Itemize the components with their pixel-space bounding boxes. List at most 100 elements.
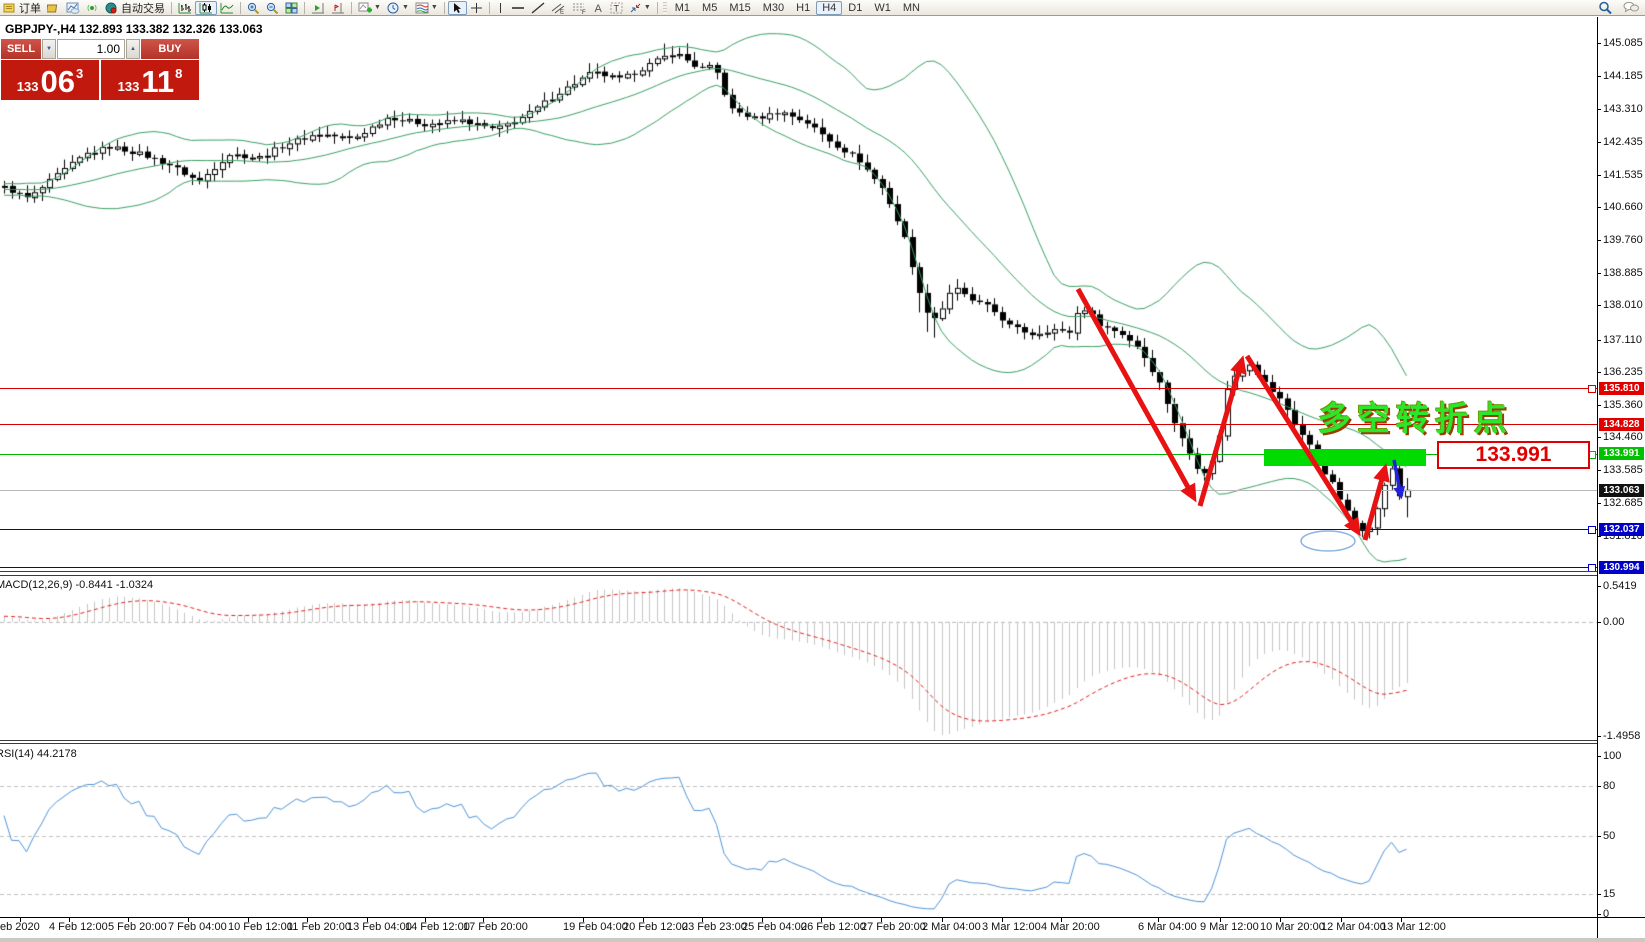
indicators-button[interactable]: ▼ <box>355 1 384 15</box>
cursor-tool-button[interactable] <box>447 0 467 15</box>
bar-chart-icon <box>178 1 192 14</box>
time-axis-label: 3 Mar 12:00 <box>982 921 1041 933</box>
volume-up-button[interactable]: ▲ <box>126 39 140 59</box>
line-anchor-square[interactable] <box>1588 385 1596 393</box>
horizontal-level-line[interactable] <box>0 529 1597 530</box>
channel-tool-icon: E <box>551 1 566 14</box>
volume-input[interactable] <box>57 39 125 59</box>
horizontal-level-line[interactable] <box>0 388 1597 389</box>
timeframe-m5-button[interactable]: M5 <box>702 1 718 14</box>
pane-separator[interactable] <box>0 575 1597 576</box>
timeframe-mn-button[interactable]: MN <box>902 1 920 14</box>
auto-trading-button[interactable]: 自动交易 <box>102 1 168 15</box>
line-chart-button[interactable] <box>217 1 237 15</box>
timeframe-h4-button[interactable]: H4 <box>816 0 843 15</box>
buy-price-prefix: 133 <box>117 79 140 94</box>
rsi-axis-label: 80 <box>1603 780 1616 792</box>
market-watch-icon <box>47 1 60 13</box>
templates-button-dropdown-icon[interactable]: ▼ <box>430 4 438 11</box>
timeframe-m30-button[interactable]: M30 <box>762 1 785 14</box>
time-axis-tick <box>1341 918 1342 922</box>
auto-scroll-button[interactable] <box>308 1 328 15</box>
macd-axis-label: 0.5419 <box>1603 580 1637 592</box>
volume-down-button[interactable]: ▼ <box>42 39 56 59</box>
toolbar-separator <box>488 1 490 14</box>
red-trend-arrow[interactable] <box>1075 287 1197 503</box>
candlestick-chart-button[interactable] <box>195 0 217 15</box>
lows-ellipse-annotation[interactable] <box>1300 530 1356 552</box>
buy-price[interactable]: 133 11 8 <box>101 60 199 100</box>
channel-tool-button[interactable]: E <box>548 1 569 15</box>
timeframe-d1-button[interactable]: D1 <box>848 1 863 14</box>
axis-tick <box>1597 273 1601 274</box>
pane-separator[interactable] <box>0 740 1597 741</box>
axis-tick <box>1597 175 1601 176</box>
blue-down-arrow[interactable] <box>1392 459 1406 500</box>
periods-button-dropdown-icon[interactable]: ▼ <box>401 4 409 11</box>
trendline-tool-button[interactable] <box>528 1 548 15</box>
price-axis-label: 142.435 <box>1603 136 1643 148</box>
arrows-tool-button-dropdown-icon[interactable]: ▼ <box>643 4 651 11</box>
horizontal-level-line[interactable] <box>0 490 1597 491</box>
rsi-label: RSI(14) 44.2178 <box>0 748 77 760</box>
pane-separator[interactable] <box>0 743 1597 744</box>
axis-tick <box>1597 437 1601 438</box>
red-trend-arrow[interactable] <box>1197 355 1247 507</box>
timeframe-m15-button[interactable]: M15 <box>729 1 751 14</box>
time-axis-tick <box>1158 918 1159 922</box>
sell-button[interactable]: SELL <box>1 39 41 59</box>
chart-shift-button[interactable] <box>328 1 348 15</box>
time-axis-line <box>0 917 1645 918</box>
axis-tick <box>1597 76 1601 77</box>
text-label-tool-button[interactable]: T <box>607 1 626 15</box>
tile-windows-button[interactable] <box>282 1 301 15</box>
time-axis-label: 23 Feb 23:00 <box>682 921 747 933</box>
time-axis-label: eb 2020 <box>0 921 40 933</box>
pane-separator[interactable] <box>0 571 1597 572</box>
turning-point-annotation: 多空转折点 <box>1318 400 1513 437</box>
axis-tick <box>1597 240 1601 241</box>
new-order-button[interactable]: 订单 <box>0 1 44 15</box>
time-axis-label: 26 Feb 12:00 <box>801 921 866 933</box>
market-watch-button[interactable] <box>44 1 63 15</box>
chat-icon[interactable] <box>1623 1 1639 14</box>
horizontal-line-tool-button[interactable] <box>508 1 528 15</box>
axis-tick <box>1597 503 1601 504</box>
horizontal-level-line[interactable] <box>0 567 1597 568</box>
supply-zone-rectangle[interactable] <box>1264 449 1426 466</box>
horizontal-level-line[interactable] <box>0 454 1597 455</box>
timeframe-m1-button[interactable]: M1 <box>674 1 691 14</box>
time-axis-label: 10 Mar 20:00 <box>1260 921 1325 933</box>
templates-icon <box>415 1 429 14</box>
search-icon[interactable] <box>1598 1 1613 15</box>
periods-button[interactable]: ▼ <box>384 1 412 15</box>
zoom-out-button[interactable] <box>263 1 282 15</box>
fibonacci-tool-icon: F <box>572 1 587 14</box>
axis-tick <box>1597 914 1601 915</box>
vertical-line-tool-button[interactable] <box>493 1 508 15</box>
red-trend-arrow[interactable] <box>1362 463 1390 541</box>
text-tool-button[interactable]: A <box>590 1 607 15</box>
timeframe-h1-button[interactable]: H1 <box>796 1 811 14</box>
price-axis-label: 132.685 <box>1603 497 1643 509</box>
indicators-button-dropdown-icon[interactable]: ▼ <box>374 4 381 11</box>
sell-price[interactable]: 133 06 3 <box>1 60 99 100</box>
macd-axis-label: 0.00 <box>1603 616 1625 628</box>
fibonacci-tool-button[interactable]: F <box>569 1 590 15</box>
rsi-axis-label: 100 <box>1603 750 1622 762</box>
red-trend-arrow[interactable] <box>1244 354 1361 537</box>
signals-button[interactable] <box>83 1 102 15</box>
line-anchor-square[interactable] <box>1588 526 1596 534</box>
auto-trading-icon <box>105 1 118 14</box>
timeframe-w1-button[interactable]: W1 <box>874 1 891 14</box>
templates-button[interactable]: ▼ <box>412 1 441 15</box>
bar-chart-button[interactable] <box>175 1 195 15</box>
buy-button[interactable]: BUY <box>141 39 199 59</box>
arrows-tool-button[interactable]: ▼ <box>626 1 654 15</box>
crosshair-tool-button[interactable] <box>467 1 486 15</box>
zoom-in-button[interactable] <box>244 1 263 15</box>
horizontal-level-line[interactable] <box>0 424 1597 425</box>
chart-window-button[interactable] <box>63 1 83 15</box>
buy-price-big: 11 <box>141 64 175 99</box>
